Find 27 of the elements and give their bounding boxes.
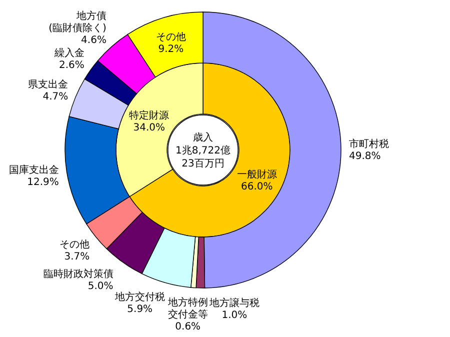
data-label: 9.2% — [158, 44, 184, 56]
data-label: 3.7% — [64, 252, 90, 263]
data-label: 4.6% — [81, 34, 106, 46]
slice-label: その他 — [60, 238, 90, 251]
data-label: 4.7% — [42, 92, 68, 103]
slice-label: 臨時財政対策債 — [43, 268, 114, 280]
data-label: 0.6% — [175, 322, 201, 333]
slice-label: 市町村税 — [348, 138, 389, 150]
slice-label: 県支出金 — [28, 78, 68, 91]
slice-label: 繰入金 — [53, 46, 84, 59]
data-label: 66.0% — [241, 182, 273, 193]
data-label: 12.9% — [27, 177, 59, 188]
data-label: 5.0% — [88, 280, 114, 292]
slice-label: その他 — [156, 31, 186, 44]
data-label: 5.9% — [127, 304, 153, 316]
slice-label: 地方特例交付金等 — [166, 296, 208, 321]
data-label: 49.8% — [348, 151, 381, 162]
slice-label: 特定財源 — [129, 109, 170, 122]
text: 歳入 1兆8,722億 23百万円 — [176, 132, 230, 170]
data-label: 1.0% — [222, 310, 248, 321]
slice-label: 一般財源 — [236, 168, 277, 181]
slice-label: 地方譲与税 — [208, 296, 260, 309]
slice-label: 地方交付税 — [114, 291, 165, 304]
data-label: 34.0% — [133, 122, 165, 134]
slice-label: 地方債(臨財債除く) — [48, 10, 107, 34]
data-label: 2.6% — [58, 60, 84, 71]
slice-label: 国庫支出金 — [8, 164, 59, 176]
